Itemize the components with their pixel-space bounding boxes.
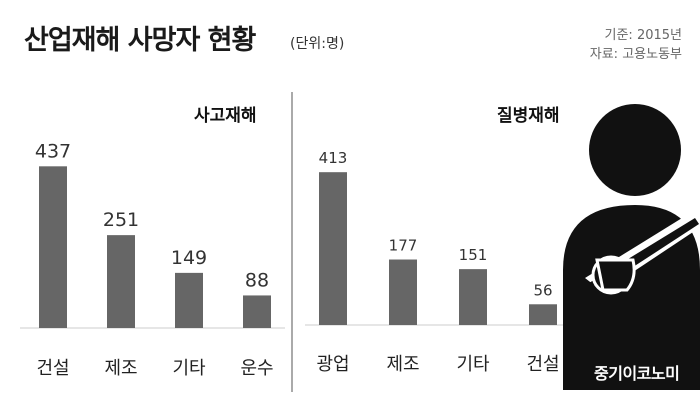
base-year: 기준: 2015년: [604, 28, 682, 43]
accident-value-label: 88: [245, 269, 269, 291]
disease-category-label: 광업: [316, 354, 349, 375]
disease-bar: [389, 259, 417, 325]
disease-value-label: 413: [319, 149, 348, 167]
accident-bar: [39, 166, 67, 328]
disease-panel: 413 광업 177 제조 151 기타 56 건설: [305, 149, 565, 375]
disease-category-label: 기타: [456, 354, 490, 375]
brand-logo: 중기이코노미: [594, 364, 680, 383]
chart-meta: 기준: 2015년 자료: 고용노동부: [590, 26, 682, 64]
disease-bar: [529, 304, 557, 325]
disease-panel-title: 질병재해: [497, 106, 560, 126]
accident-panel: 437 건설 251 제조 149 기타 88 운수: [20, 140, 285, 379]
disease-bar: [459, 269, 487, 325]
accident-category-label: 운수: [240, 358, 273, 379]
page-title: 산업재해 사망자 현황: [24, 25, 256, 56]
disease-category-label: 건설: [526, 354, 559, 375]
accident-category-label: 건설: [36, 358, 69, 379]
accident-category-label: 기타: [172, 358, 206, 379]
accident-category-label: 제조: [104, 358, 137, 379]
disease-bar: [319, 172, 347, 325]
source-note: 자료: 고용노동부: [589, 47, 682, 62]
unit-label: (단위:명): [290, 36, 345, 52]
disease-value-label: 56: [533, 281, 552, 299]
injured-worker-icon: [563, 104, 700, 390]
accident-value-label: 251: [103, 209, 139, 231]
accident-bar: [107, 235, 135, 328]
accident-bar: [243, 295, 271, 328]
disease-value-label: 151: [459, 246, 488, 264]
accident-value-label: 149: [171, 247, 207, 269]
accident-value-label: 437: [35, 140, 71, 162]
accident-bar: [175, 272, 203, 328]
accident-panel-title: 사고재해: [194, 106, 257, 126]
disease-category-label: 제조: [386, 354, 419, 375]
disease-value-label: 177: [389, 237, 418, 255]
